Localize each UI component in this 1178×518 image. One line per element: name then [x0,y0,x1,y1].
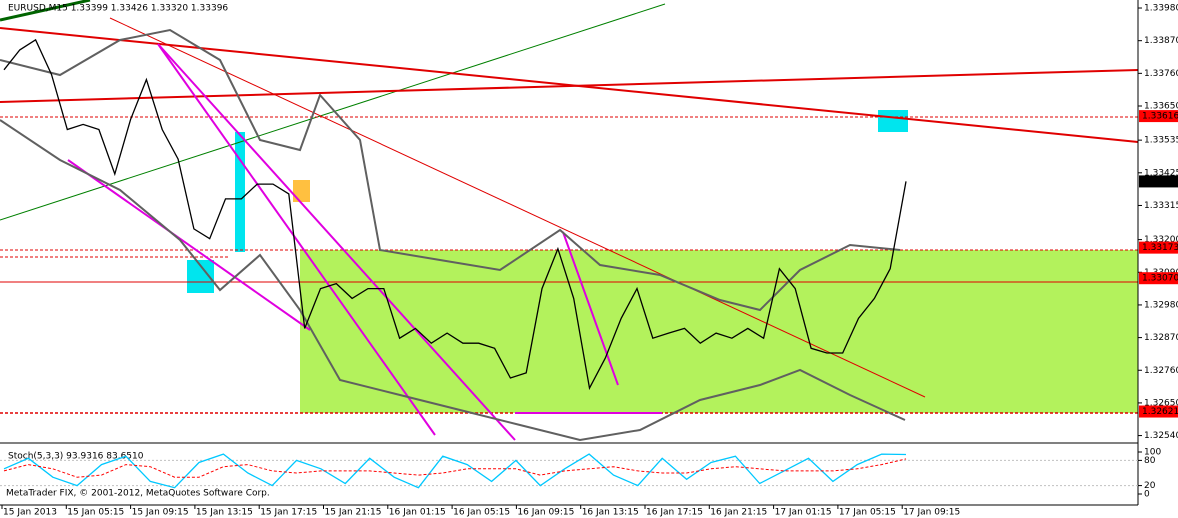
level-badge [1139,241,1178,254]
y-tick-label: 1.33870 [1144,36,1178,46]
band-lower [0,119,906,442]
x-tick-label: 16 Jan 21:15 [710,508,767,518]
level-badge [1139,110,1178,123]
series-line [3,458,907,478]
y-tick-label: 1.32650 [1144,398,1178,408]
box [293,180,310,202]
channel [157,43,436,436]
y-tick-label: 1.32760 [1144,366,1178,376]
level-badge-label: 1.33173 [1142,243,1178,253]
x-tick-label: 15 Jan 09:15 [132,508,189,518]
trendline [0,0,91,22]
channel [157,43,516,441]
level-badge-label: 1.33616 [1142,112,1178,122]
level-badge-label: 1.33070 [1142,274,1178,284]
y-tick-label: 1.33650 [1144,101,1178,111]
symbol-title: EURUSD,M15 1.33399 1.33426 1.33320 1.333… [8,4,228,14]
y-tick-label: 1.33980 [1144,4,1178,14]
y-tick-label: 1.33425 [1144,168,1178,178]
level-badge [1139,405,1178,418]
footer: MetaTrader FIX, © 2001-2012, MetaQuotes … [6,489,270,499]
x-tick-label: 15 Jan 05:15 [67,508,124,518]
x-tick-label: 16 Jan 17:15 [646,508,703,518]
trendline [0,69,1139,103]
x-tick-label: 17 Jan 09:15 [903,508,960,518]
x-tick-label: 16 Jan 05:15 [453,508,510,518]
x-tick-label: 16 Jan 13:15 [582,508,639,518]
trendline [109,17,926,398]
x-tick-label: 16 Jan 01:15 [389,508,446,518]
price-badge-label: 1.33396 [1142,177,1178,187]
y-tick-label: 100 [1144,448,1161,458]
x-tick-label: 16 Jan 09:15 [517,508,574,518]
x-tick-label: 15 Jan 17:15 [260,508,317,518]
box [878,110,908,132]
y-tick-label: 1.33315 [1144,201,1178,211]
x-tick-label: 15 Jan 21:15 [325,508,382,518]
series-line [3,453,907,489]
level-badge-label: 1.32621 [1142,407,1178,417]
zone [300,250,1138,413]
y-tick-label: 1.33535 [1144,136,1178,146]
series-line [3,38,907,391]
y-tick-label: 1.33200 [1144,235,1178,245]
level-badge [1139,272,1178,285]
y-tick-label: 1.32540 [1144,431,1178,441]
y-tick-label: 1.32870 [1144,333,1178,343]
trendline [0,3,666,221]
box [235,132,245,252]
drawings [0,0,1139,506]
y-tick-label: 1.33760 [1144,69,1178,79]
x-tick-label: 15 Jan 2013 [3,508,57,518]
channel [562,231,619,386]
band-upper [0,28,901,312]
channel [67,159,311,331]
y-tick-label: 1.32980 [1144,300,1178,310]
x-tick-label: 17 Jan 01:15 [775,508,832,518]
indicator-title: Stoch(5,3,3) 93.9316 83.6510 [8,452,144,462]
x-tick-label: 17 Jan 05:15 [839,508,896,518]
x-tick-label: 15 Jan 13:15 [196,508,253,518]
y-tick-label: 0 [1144,490,1150,500]
y-tick-label: 20 [1144,481,1156,491]
price-badge [1139,175,1178,188]
y-tick-label: 80 [1144,456,1156,466]
